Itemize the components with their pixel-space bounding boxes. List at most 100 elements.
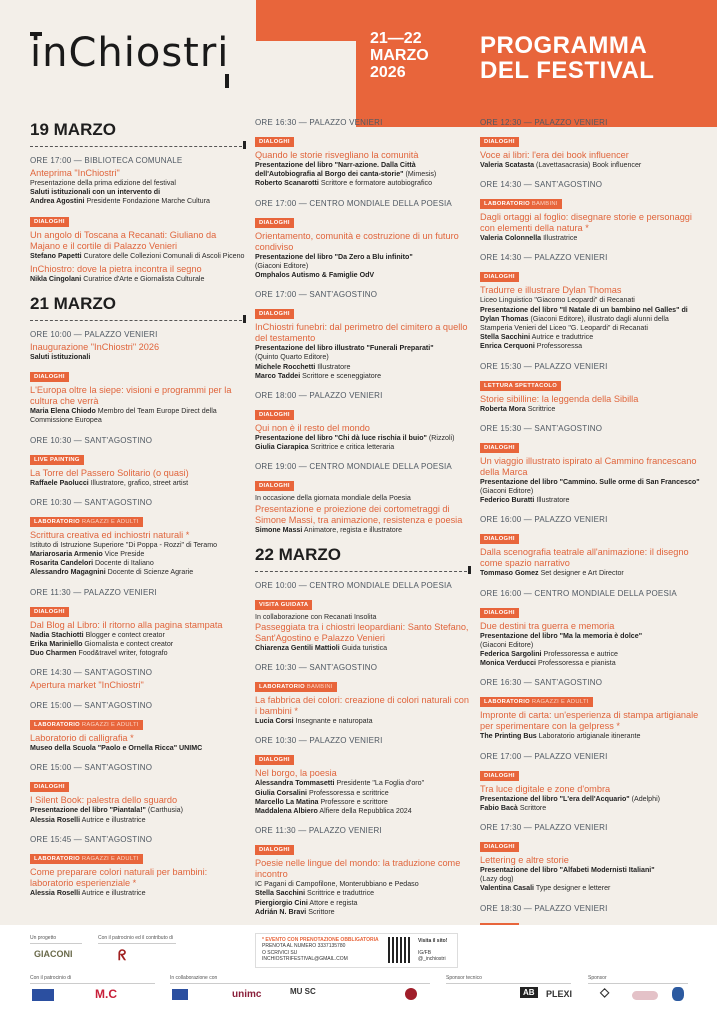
event-time-location: ORE 15:30 — SANT'AGOSTINO (480, 423, 603, 433)
event-part: LABORATORIO RAGAZZI E ADULTI Impronte di … (480, 690, 702, 741)
social-handle[interactable]: @_inchiostri (418, 956, 446, 962)
category-badge: LETTURA SPETTACOLO (480, 380, 562, 391)
event-title: Voce ai libri: l'era dei book influencer (480, 150, 629, 160)
detail-text: (Adelphi) (629, 794, 661, 803)
detail-name: Presentazione del libro "Alfabeti Modern… (480, 866, 655, 875)
category-badge: DIALOGHI (480, 137, 519, 147)
category-badge: LABORATORIO RAGAZZI E ADULTI (30, 853, 143, 864)
detail-text: Blogger e contect creator (83, 630, 165, 639)
event-part: LABORATORIO BAMBINI Dagli ortaggi al fogl… (480, 192, 702, 243)
detail-text: Type designer e letterer (534, 884, 611, 893)
event-time-location: ORE 15:00 — SANT'AGOSTINO (30, 763, 153, 773)
detail-name: Valeria Scatasta (480, 161, 535, 169)
qr-code[interactable] (388, 937, 412, 963)
event-detail: (Giaconi Editore) (255, 262, 473, 271)
detail-name: Simone Massi (255, 525, 303, 534)
date-heading: 19 MARZO (30, 120, 116, 139)
event-time-location: ORE 10:30 — SANT'AGOSTINO (30, 497, 153, 507)
event-item: ORE 17:30 — PALAZZO VENIERI DIALOGHI Lette… (480, 823, 702, 894)
event-detail: Adrián N. Bravi Scrittore (255, 908, 473, 917)
category-badge: DIALOGHI (30, 372, 69, 383)
header-banner-top (256, 0, 717, 41)
badge-main: DIALOGHI (259, 412, 290, 419)
detail-name: Stefano Papetti (30, 251, 82, 260)
event-detail: Erika Mariniello Giornalista e contect c… (30, 640, 248, 649)
event-item: ORE 15:30 — SANT'AGOSTINO DIALOGHI Un viag… (480, 424, 702, 506)
event-detail: Presentazione del libro "Il Natale di un… (480, 306, 702, 334)
detail-name: Stella Sacchini (255, 889, 306, 898)
event-time-location: ORE 17:00 — BIBLIOTECA COMUNALE (30, 156, 183, 165)
event-detail: (Quinto Quarto Editore) (255, 353, 473, 362)
detail-text: Food&travel writer, fotografo (76, 649, 168, 658)
giaconi-logo: GIACONI (34, 949, 73, 959)
detail-name: Mariarosaria Armenio (30, 550, 103, 559)
detail-name: Presentazione del libro "L'era dell'Acqu… (480, 794, 630, 803)
event-title: Come preparare colori naturali per bambi… (30, 866, 208, 888)
detail-text: Insegnante e naturopata (293, 717, 373, 726)
category-badge: DIALOGHI (480, 607, 519, 618)
event-title: La fabbrica dei colori: creazione di col… (255, 695, 469, 717)
eu-flag-logo (32, 989, 54, 1001)
badge-main: LETTURA SPETTACOLO (484, 382, 558, 389)
detail-text: Illustratore (315, 362, 351, 371)
detail-name: Presentazione del libro "Ma la memoria è… (480, 631, 643, 640)
detail-name: Presentazione del libro "Cammino. Sulle … (480, 477, 700, 486)
booking-phone[interactable]: PRENOTA AL NUMERO 3337135780 (262, 943, 346, 950)
event-detail: Giulia Ciarapica Scrittrice e critica le… (255, 443, 473, 452)
event-detail: Liceo Linguistico "Giacomo Leopardi" di … (480, 296, 702, 305)
event-item: ORE 18:00 — PALAZZO VENIERI DIALOGHI Qui n… (255, 391, 473, 452)
event-time-location: ORE 16:00 — PALAZZO VENIERI (480, 515, 608, 525)
event-title: Due destini tra guerra e memoria (480, 620, 615, 631)
event-title: Orientamento, comunità e costruzione di … (255, 230, 459, 252)
date-heading: 22 MARZO (255, 544, 341, 564)
booking-email[interactable]: INCHIOSTRIFESTIVAL@GMAIL.COM (262, 955, 348, 962)
event-item: ORE 16:00 — PALAZZO VENIERI DIALOGHI Dalla… (480, 515, 702, 578)
detail-text: Presidente "La Foglia d'oro" (334, 779, 425, 788)
detail-text: Scrittore (517, 803, 547, 812)
event-item: ORE 17:00 — CENTRO MONDIALE DELLA POESIA… (255, 199, 473, 281)
detail-name: Nadia Stachiotti (30, 630, 84, 639)
event-title: Tra luce digitale e zone d'ombra (480, 783, 611, 794)
event-item: ORE 15:00 — SANT'AGOSTINO DIALOGHI I Silen… (30, 763, 248, 824)
event-time-location: ORE 15:00 — SANT'AGOSTINO (30, 701, 153, 711)
category-badge: LABORATORIO RAGAZZI E ADULTI (30, 720, 143, 731)
detail-text: (Rizzoli) (426, 434, 455, 443)
badge-main: DIALOGHI (34, 784, 65, 791)
event-detail: Presentazione del libro "Ma la memoria è… (480, 632, 702, 641)
event-item: ORE 17:00 — PALAZZO VENIERI DIALOGHI Tra l… (480, 752, 702, 813)
badge-main: DIALOGHI (484, 139, 515, 145)
label-sponsor: Sponsor (588, 975, 688, 984)
category-badge: DIALOGHI (255, 845, 294, 856)
event-item: ORE 10:00 — PALAZZO VENIERI Inaugurazione… (30, 330, 248, 426)
event-title: Passeggiata tra i chiostri leopardiani: … (255, 622, 469, 644)
event-title: Laboratorio di calligrafia * (30, 733, 134, 744)
event-part: DIALOGHI Due destini tra guerra e memoria… (480, 601, 702, 669)
footer: Un progetto GIACONI Con il patrocinio ed… (0, 925, 717, 1024)
festival-dates: 21—22 MARZO 2026 (370, 30, 429, 81)
event-time-location: ORE 15:30 — PALAZZO VENIERI (480, 361, 608, 371)
event-part: DIALOGHI Poesie nelle lingue del mondo: l… (255, 838, 473, 917)
event-time-location: ORE 14:30 — PALAZZO VENIERI (480, 253, 608, 263)
badge-main: DIALOGHI (259, 483, 290, 490)
event-title: Dal Blog al Libro: il ritorno alla pagin… (30, 619, 223, 630)
plexi-logo: PLEXI (546, 989, 573, 999)
event-item: ORE 17:00 — BIBLIOTECA COMUNALE Anteprima… (30, 156, 248, 284)
detail-name: Duo Charmen (30, 649, 77, 658)
detail-text: Illustratore (534, 496, 570, 505)
event-time-location: ORE 14:30 — SANT'AGOSTINO (480, 180, 603, 190)
event-title: InChiostro: dove la pietra incontra il s… (30, 263, 202, 274)
detail-text: (Giaconi Editore) (255, 261, 309, 270)
badge-main: DIALOGHI (484, 772, 515, 779)
detail-text: Scrittore e formatore autobiografico (318, 179, 433, 188)
detail-text: (Giaconi Editore) (480, 640, 534, 649)
detail-text: Autrice e traduttrice (530, 333, 594, 342)
label-tech-sponsor: Sponsor tecnico (446, 975, 571, 984)
event-title: Dagli ortaggi al foglio: disegnare stori… (480, 212, 692, 234)
event-title: Lettering e altre storie (480, 855, 569, 866)
event-detail: Valeria Colonnella Illustratrice (480, 234, 702, 243)
event-part: DIALOGHI Lettering e altre storie Presenta… (480, 835, 702, 894)
detail-text: Istituto di Istruzione Superiore "Di Pop… (30, 540, 218, 549)
event-detail: Duo Charmen Food&travel writer, fotograf… (30, 649, 248, 658)
event-title: Tradurre e illustrare Dylan Thomas (480, 285, 622, 296)
event-detail: Saluti istituzionali (30, 353, 248, 362)
